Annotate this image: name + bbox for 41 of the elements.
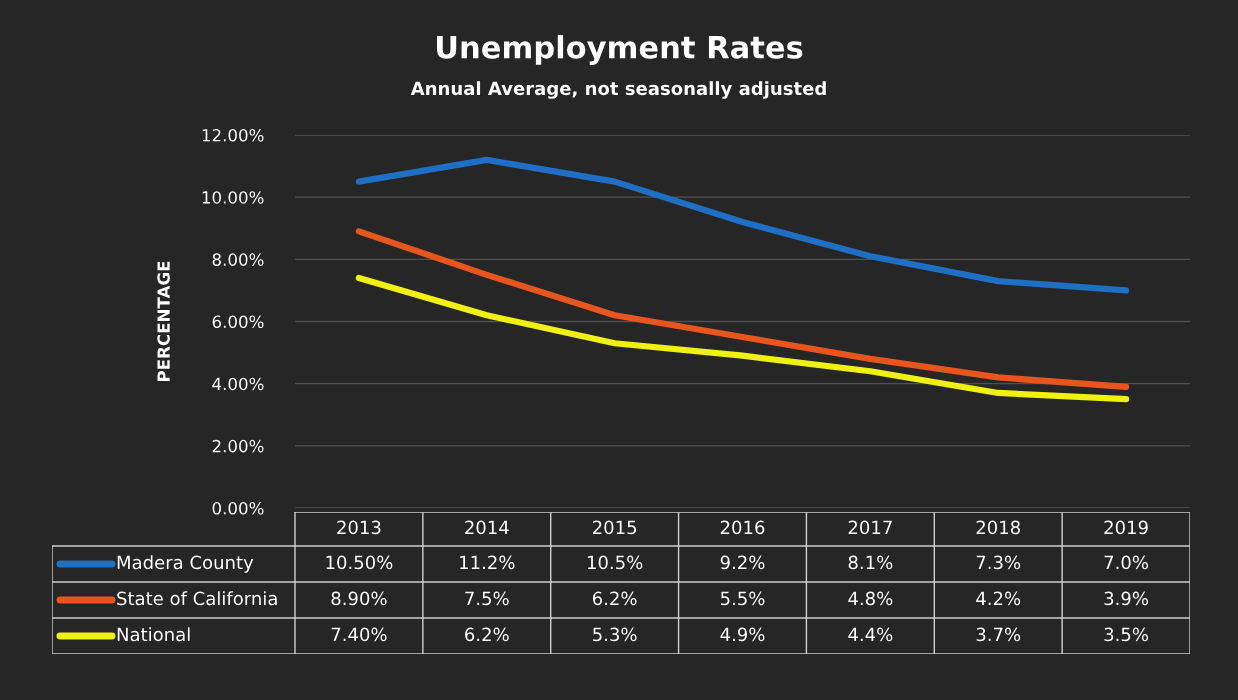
data-label: 8.1% bbox=[848, 555, 893, 570]
data-label: 10.5% bbox=[587, 555, 643, 570]
x-tick-label: 2019 bbox=[1104, 520, 1148, 535]
legend-label: State of California bbox=[117, 591, 277, 606]
y-tick-label: 12.00% bbox=[202, 128, 264, 142]
data-label: 4.8% bbox=[848, 591, 893, 606]
y-tick-label: 10.00% bbox=[202, 191, 264, 204]
chart-subtitle: Annual Average, not seasonally adjusted bbox=[410, 81, 826, 99]
x-tick-label: 2014 bbox=[465, 520, 509, 535]
data-label: 7.0% bbox=[1104, 555, 1149, 570]
x-tick-label: 2017 bbox=[848, 520, 892, 535]
x-tick-label: 2016 bbox=[720, 520, 765, 535]
legend-label: Madera County bbox=[117, 555, 254, 573]
data-label: 5.3% bbox=[593, 627, 637, 642]
data-label: 3.7% bbox=[976, 627, 1021, 642]
y-tick-label: 6.00% bbox=[212, 315, 264, 329]
data-label: 9.2% bbox=[720, 555, 765, 570]
data-label: 4.9% bbox=[720, 627, 765, 642]
data-label: 7.5% bbox=[465, 591, 509, 606]
x-tick-label: 2018 bbox=[976, 520, 1020, 535]
data-label: 3.5% bbox=[1104, 627, 1149, 642]
data-label: 8.90% bbox=[331, 591, 387, 606]
data-label: 10.50% bbox=[326, 555, 393, 570]
data-label: 4.2% bbox=[976, 591, 1021, 606]
y-tick-label: 0.00% bbox=[212, 501, 264, 515]
data-label: 3.9% bbox=[1104, 591, 1149, 606]
data-label: 6.2% bbox=[465, 627, 509, 642]
legend-label: National bbox=[117, 627, 190, 642]
y-tick-label: 4.00% bbox=[212, 377, 264, 391]
x-tick-label: 2015 bbox=[592, 520, 637, 535]
chart-title: Unemployment Rates bbox=[437, 35, 803, 65]
x-tick-label: 2013 bbox=[337, 520, 381, 535]
data-label: 5.5% bbox=[720, 591, 765, 606]
data-label: 4.4% bbox=[848, 627, 893, 642]
data-label: 7.3% bbox=[976, 555, 1021, 570]
y-tick-label: 8.00% bbox=[212, 253, 264, 266]
data-label: 11.2% bbox=[460, 555, 515, 570]
data-label: 7.40% bbox=[331, 627, 387, 642]
data-label: 6.2% bbox=[592, 591, 637, 606]
y-tick-label: 2.00% bbox=[212, 439, 264, 453]
y-axis-title: PERCENTAGE bbox=[157, 261, 170, 381]
